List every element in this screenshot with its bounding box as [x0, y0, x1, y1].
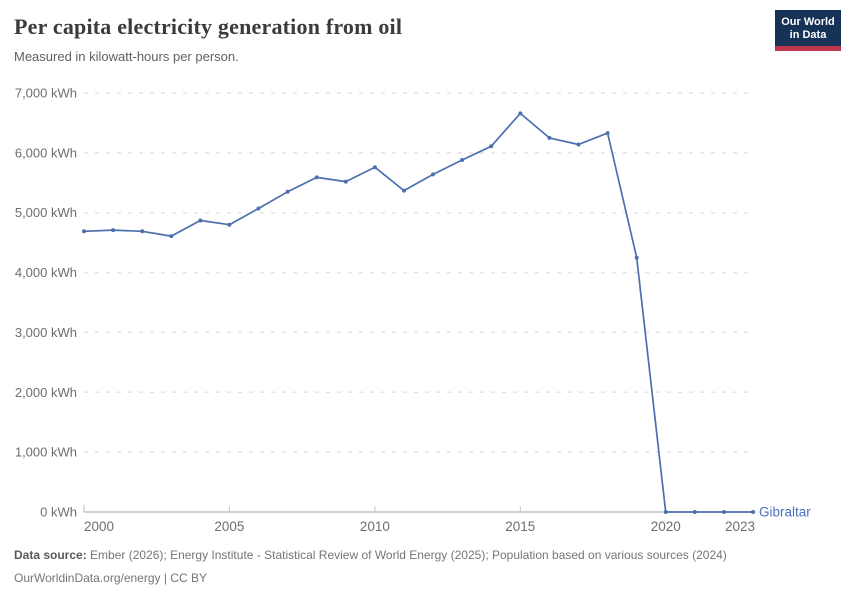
data-point: [227, 222, 232, 227]
data-point: [692, 510, 697, 514]
data-point: [111, 228, 116, 233]
data-point: [372, 165, 377, 170]
data-point: [489, 144, 494, 149]
data-point: [314, 175, 319, 180]
data-point: [663, 510, 668, 514]
data-point: [82, 229, 86, 234]
data-point: [518, 111, 523, 116]
data-point: [751, 510, 755, 514]
page-title: Per capita electricity generation from o…: [14, 14, 403, 39]
data-point: [605, 131, 610, 136]
data-line: [83, 112, 753, 513]
data-point: [169, 234, 174, 239]
y-axis-label: 6,000 kWh: [15, 145, 77, 160]
data-point: [576, 142, 581, 147]
data-point: [547, 135, 552, 140]
data-point: [285, 189, 290, 194]
y-axis-label: 0 kWh: [40, 505, 77, 520]
owid-logo-line2: in Data: [789, 28, 827, 41]
x-axis-label: 2010: [360, 519, 390, 534]
data-point: [634, 255, 639, 260]
data-point: [460, 158, 465, 162]
y-axis-label: 3,000 kWh: [15, 325, 77, 340]
data-point: [256, 206, 261, 211]
x-axis-label: 2023: [725, 519, 755, 534]
y-axis-label: 5,000 kWh: [15, 205, 77, 220]
owid-logo[interactable]: Our World in Data: [775, 10, 841, 51]
data-source-text: Ember (2026); Energy Institute - Statist…: [86, 548, 727, 562]
x-axis-label: 2015: [505, 519, 535, 534]
y-axis-label: 7,000 kWh: [15, 86, 77, 101]
chart-subtitle: Measured in kilowatt-hours per person.: [14, 49, 239, 64]
data-point: [198, 218, 203, 223]
x-axis-label: 2000: [84, 519, 114, 534]
x-axis-label: 2005: [214, 519, 244, 534]
data-point: [431, 172, 435, 177]
y-axis-label: 1,000 kWh: [15, 445, 77, 460]
data-source-line: Data source: Ember (2026); Energy Instit…: [14, 544, 814, 567]
y-axis-label: 2,000 kWh: [15, 385, 77, 400]
license-line[interactable]: OurWorldinData.org/energy | CC BY: [14, 571, 207, 585]
data-point: [402, 188, 406, 193]
x-axis-label: 2020: [651, 519, 681, 534]
data-point: [343, 179, 348, 184]
data-point: [140, 229, 145, 234]
data-source-label: Data source:: [14, 548, 87, 562]
chart-footer: Data source: Ember (2026); Energy Instit…: [14, 544, 814, 590]
owid-logo-line1: Our World: [781, 16, 835, 28]
entity-label[interactable]: Gibraltar: [759, 505, 811, 520]
data-point: [721, 510, 726, 514]
y-axis-label: 4,000 kWh: [15, 265, 77, 280]
